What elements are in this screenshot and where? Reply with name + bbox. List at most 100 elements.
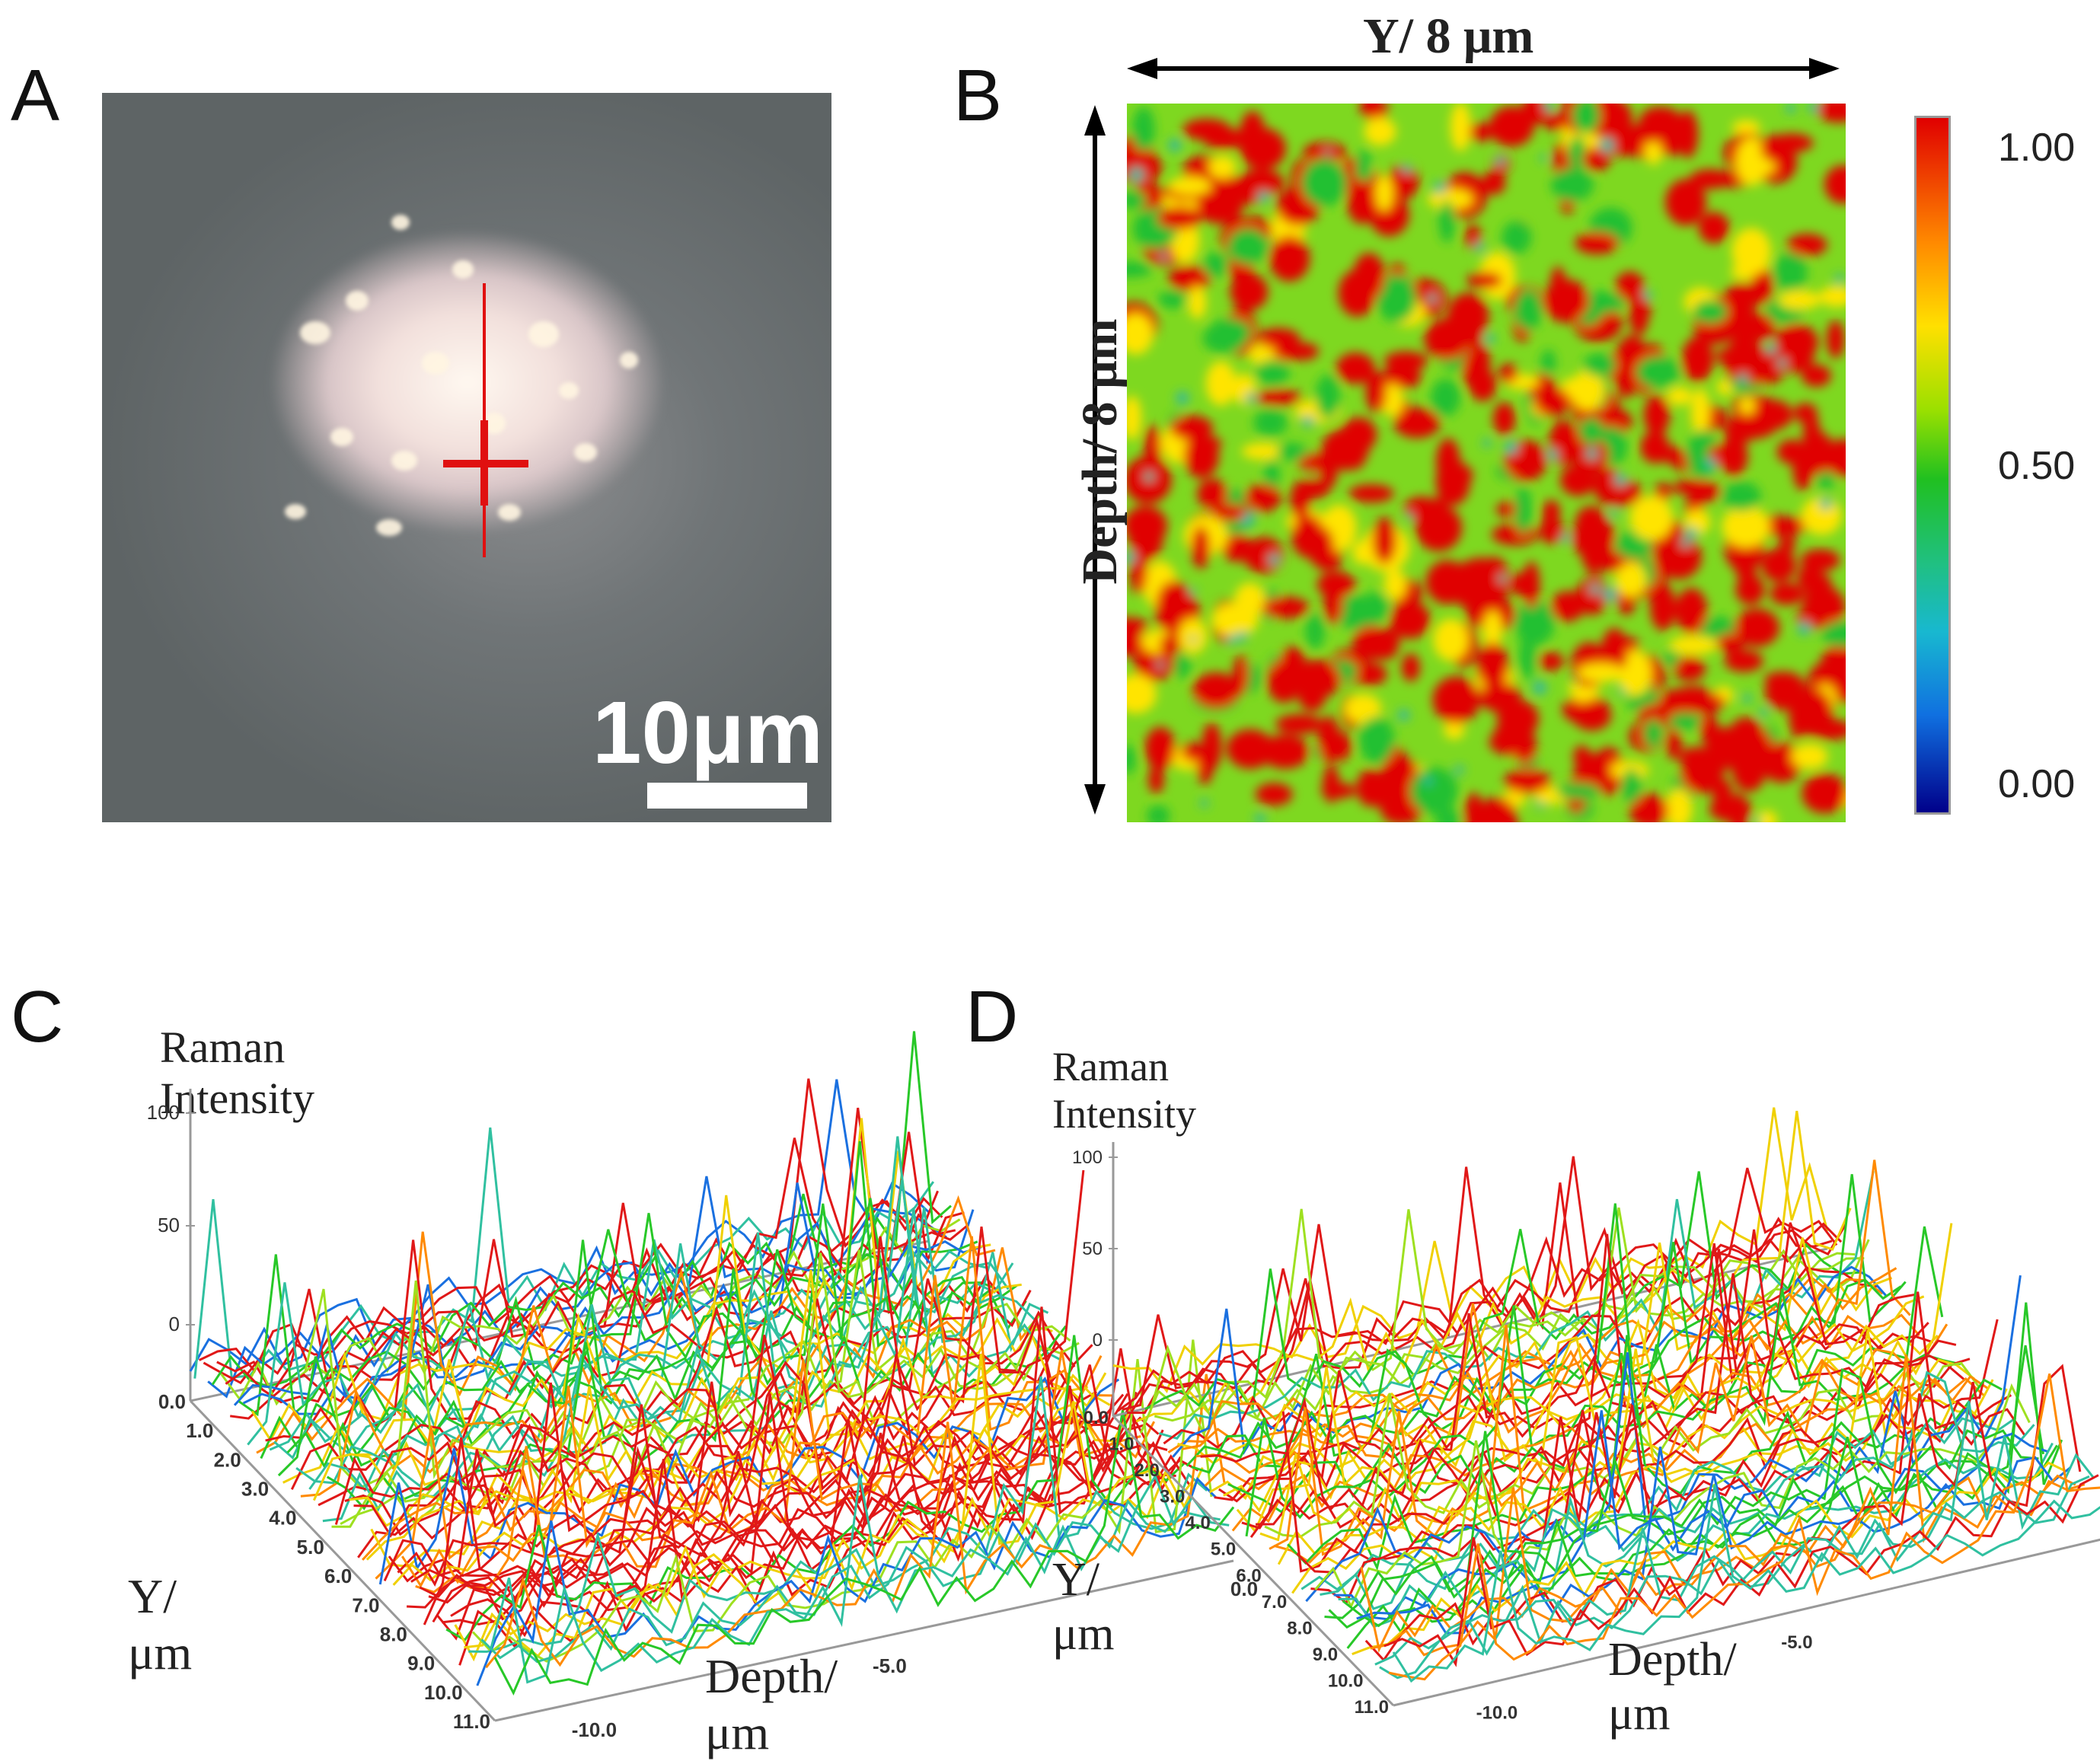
y-tick-label: 8.0 bbox=[1287, 1618, 1312, 1638]
surface-trace bbox=[1218, 1222, 1934, 1503]
surface-trace bbox=[436, 1348, 1176, 1641]
surface-trace bbox=[428, 1439, 1168, 1621]
y-axis bbox=[1112, 1415, 1395, 1707]
surface-trace bbox=[1277, 1330, 1994, 1565]
surface-trace bbox=[1144, 1171, 1860, 1412]
raman-heatmap bbox=[1127, 104, 1846, 822]
y-tick-label: 6.0 bbox=[324, 1565, 352, 1587]
surface-trace bbox=[1273, 1324, 1989, 1565]
y-tick-label: 1.0 bbox=[1109, 1434, 1134, 1455]
surface-trace bbox=[334, 1339, 1076, 1525]
surface-trace bbox=[454, 1466, 1195, 1662]
y-tick-label: 3.0 bbox=[1160, 1487, 1185, 1507]
z-tick-label: 50 bbox=[158, 1214, 180, 1236]
surface-trace bbox=[432, 1440, 1173, 1623]
surface-trace bbox=[1177, 1237, 1893, 1465]
surface-trace bbox=[353, 1227, 1093, 1538]
depth-axis-front bbox=[494, 1559, 1234, 1722]
z-tick-label: 50 bbox=[1082, 1239, 1103, 1259]
colorbar bbox=[1914, 116, 1951, 815]
scale-bar-label: 10μm bbox=[592, 683, 824, 782]
y-tick-label: 5.0 bbox=[1211, 1539, 1236, 1560]
surface-trace bbox=[1130, 1182, 1847, 1412]
y-tick-label: 4.0 bbox=[269, 1507, 296, 1530]
y-tick-label: 10.0 bbox=[1328, 1670, 1364, 1691]
depth-tick-label: -5.0 bbox=[1781, 1632, 1812, 1653]
surface-trace bbox=[480, 1499, 1221, 1664]
colorbar-tick-min: 0.00 bbox=[1998, 762, 2076, 806]
z-tick-label: 0 bbox=[1093, 1330, 1103, 1351]
y-tick-label: 0.0 bbox=[1084, 1408, 1109, 1428]
depth-tick-label: -10.0 bbox=[572, 1718, 617, 1741]
y-tick-label: 3.0 bbox=[241, 1478, 269, 1501]
surface-trace bbox=[485, 1373, 1226, 1669]
y-tick-label: 9.0 bbox=[407, 1652, 435, 1675]
surface-trace bbox=[198, 1078, 939, 1373]
surface-trace bbox=[383, 1382, 1125, 1582]
z-tick-label: 100 bbox=[1072, 1147, 1103, 1168]
surface-trace bbox=[1333, 1410, 2049, 1621]
surface-trace bbox=[1392, 1485, 2100, 1683]
y-tick-label: 7.0 bbox=[1262, 1592, 1287, 1613]
surface-trace bbox=[238, 1229, 978, 1417]
y-tick-label: 1.0 bbox=[186, 1419, 213, 1442]
depth-tick-label: -5.0 bbox=[873, 1654, 907, 1677]
surface-trace bbox=[1249, 1273, 1966, 1538]
plot-c-y-label: Y/μm bbox=[128, 1569, 193, 1680]
y-tick-label: 6.0 bbox=[1236, 1565, 1261, 1586]
surface-trace bbox=[471, 1339, 1213, 1663]
microscope-image bbox=[102, 93, 831, 822]
plot-c-title: Raman Intensity bbox=[160, 1022, 314, 1123]
depth-axis-front bbox=[1393, 1538, 2100, 1707]
surface-trace bbox=[269, 1136, 1010, 1451]
surface-trace bbox=[1384, 1474, 2099, 1667]
surface-trace bbox=[392, 1401, 1134, 1586]
surface-trace bbox=[265, 1239, 1005, 1442]
depth-tick-label: 0.0 bbox=[1230, 1578, 1258, 1600]
surface-trace bbox=[1388, 1373, 2100, 1681]
surface-trace bbox=[1172, 1265, 1888, 1458]
surface-trace bbox=[1352, 1461, 2067, 1656]
colorbar-tick-max: 1.00 bbox=[1998, 126, 2076, 170]
y-axis bbox=[189, 1399, 496, 1722]
surface-trace bbox=[189, 1079, 930, 1372]
surface-trace bbox=[340, 1252, 1080, 1526]
y-tick-label: 9.0 bbox=[1313, 1645, 1338, 1665]
panel-label-b: B bbox=[953, 55, 1003, 136]
z-tick-label: 100 bbox=[147, 1101, 180, 1124]
scale-bar bbox=[647, 783, 807, 809]
y-tick-label: 2.0 bbox=[1135, 1460, 1160, 1481]
plot-d-title: Raman Intensity bbox=[1052, 1044, 1196, 1137]
depth-tick-label: -10.0 bbox=[1476, 1702, 1518, 1723]
surface-trace bbox=[464, 1354, 1204, 1658]
panel-label-c: C bbox=[11, 976, 64, 1058]
surface-trace bbox=[410, 1410, 1151, 1588]
y-tick-label: 11.0 bbox=[453, 1710, 490, 1733]
plot-d-x-label: Depth/μm bbox=[1608, 1634, 1737, 1740]
y-tick-label: 5.0 bbox=[297, 1536, 324, 1558]
surface-trace bbox=[419, 1404, 1160, 1600]
panel-label-d: D bbox=[965, 976, 1019, 1058]
surface-trace bbox=[1200, 1229, 1915, 1463]
colorbar-tick-mid: 0.50 bbox=[1998, 444, 2076, 488]
surface-trace bbox=[1139, 1208, 1856, 1434]
panel-label-a: A bbox=[11, 55, 60, 136]
surface-trace bbox=[365, 1372, 1107, 1561]
surface-trace bbox=[260, 1198, 1001, 1460]
surface-trace bbox=[401, 1386, 1141, 1588]
surface-trace bbox=[489, 1473, 1230, 1684]
surface-trace bbox=[211, 1031, 952, 1388]
surface-trace bbox=[423, 1429, 1164, 1625]
surface-trace bbox=[1127, 1156, 1843, 1415]
y-axis-label: Y/ 8 μm bbox=[1363, 8, 1534, 64]
surface-trace bbox=[344, 1169, 1085, 1536]
y-tick-label: 11.0 bbox=[1355, 1697, 1389, 1718]
surface-trace bbox=[256, 1195, 996, 1454]
crosshair-vertical bbox=[480, 420, 488, 506]
surface-trace bbox=[318, 1278, 1058, 1507]
surface-trace bbox=[493, 1409, 1235, 1696]
plot-d-y-label: Y/μm bbox=[1052, 1554, 1115, 1660]
surface-trace bbox=[216, 1202, 956, 1395]
